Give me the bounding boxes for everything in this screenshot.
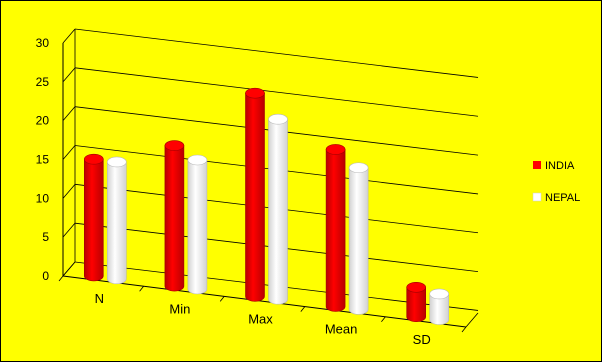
floor-right-edge: [465, 312, 479, 328]
bar-top-nepal-n: [107, 156, 127, 168]
y-tick-label: 30: [36, 36, 50, 50]
y-tick-label: 0: [42, 269, 49, 283]
floor-left-edge: [62, 261, 76, 277]
wall-line-10: [62, 184, 76, 199]
bar-top-india-n: [84, 153, 104, 165]
wall-line-15: [62, 145, 76, 160]
bar-top-india-mean: [325, 144, 346, 155]
x-tick-label: SD: [413, 332, 431, 347]
y-tick-label: 5: [42, 230, 49, 244]
bar-india-max: [245, 92, 265, 302]
bar-top-nepal-mean: [348, 162, 369, 174]
bars: [84, 87, 450, 325]
bar-nepal-min: [187, 159, 208, 295]
x-tick-label: N: [95, 291, 104, 306]
wall-line-30: [62, 28, 76, 44]
bar-india-n: [84, 158, 104, 282]
x-tick: [139, 285, 144, 292]
bar-top-india-max: [245, 87, 265, 99]
y-tick-label: 20: [36, 114, 50, 128]
x-tick: [58, 275, 64, 282]
bar-nepal-sd: [429, 293, 449, 325]
x-tick-label: Max: [248, 312, 273, 327]
bar-nepal-n: [107, 161, 127, 285]
legend-label-india: INDIA: [545, 160, 575, 172]
bar-nepal-max: [268, 118, 288, 305]
legend: INDIA NEPAL: [532, 160, 580, 204]
bar-india-sd: [406, 286, 426, 322]
x-tick: [300, 306, 306, 312]
wall-line-25: [62, 67, 76, 83]
wall-line-20: [62, 106, 76, 121]
legend-label-nepal: NEPAL: [545, 192, 580, 204]
bar-top-india-min: [164, 140, 185, 151]
y-tick-label: 15: [36, 153, 50, 167]
x-tick: [461, 326, 467, 333]
bar-india-min: [164, 145, 185, 292]
y-tick-label: 25: [36, 75, 50, 89]
x-tick: [219, 296, 225, 302]
bar-top-india-sd: [406, 281, 427, 293]
x-tick: [381, 316, 386, 323]
bar-india-mean: [325, 149, 346, 312]
wall-line-5: [62, 222, 76, 238]
bar-nepal-mean: [348, 167, 369, 315]
x-tick-label: Min: [169, 301, 190, 316]
y-tick-label: 10: [36, 191, 50, 205]
legend-swatch-nepal: [532, 192, 542, 202]
x-tick-label: Mean: [325, 322, 358, 337]
bar-top-nepal-min: [187, 154, 208, 166]
gridline-30: [74, 28, 479, 78]
gridline-25: [74, 67, 479, 117]
bar-top-nepal-max: [268, 113, 288, 125]
legend-swatch-india: [533, 161, 541, 169]
bar-top-nepal-sd: [429, 288, 450, 300]
x-axis: [62, 275, 467, 328]
